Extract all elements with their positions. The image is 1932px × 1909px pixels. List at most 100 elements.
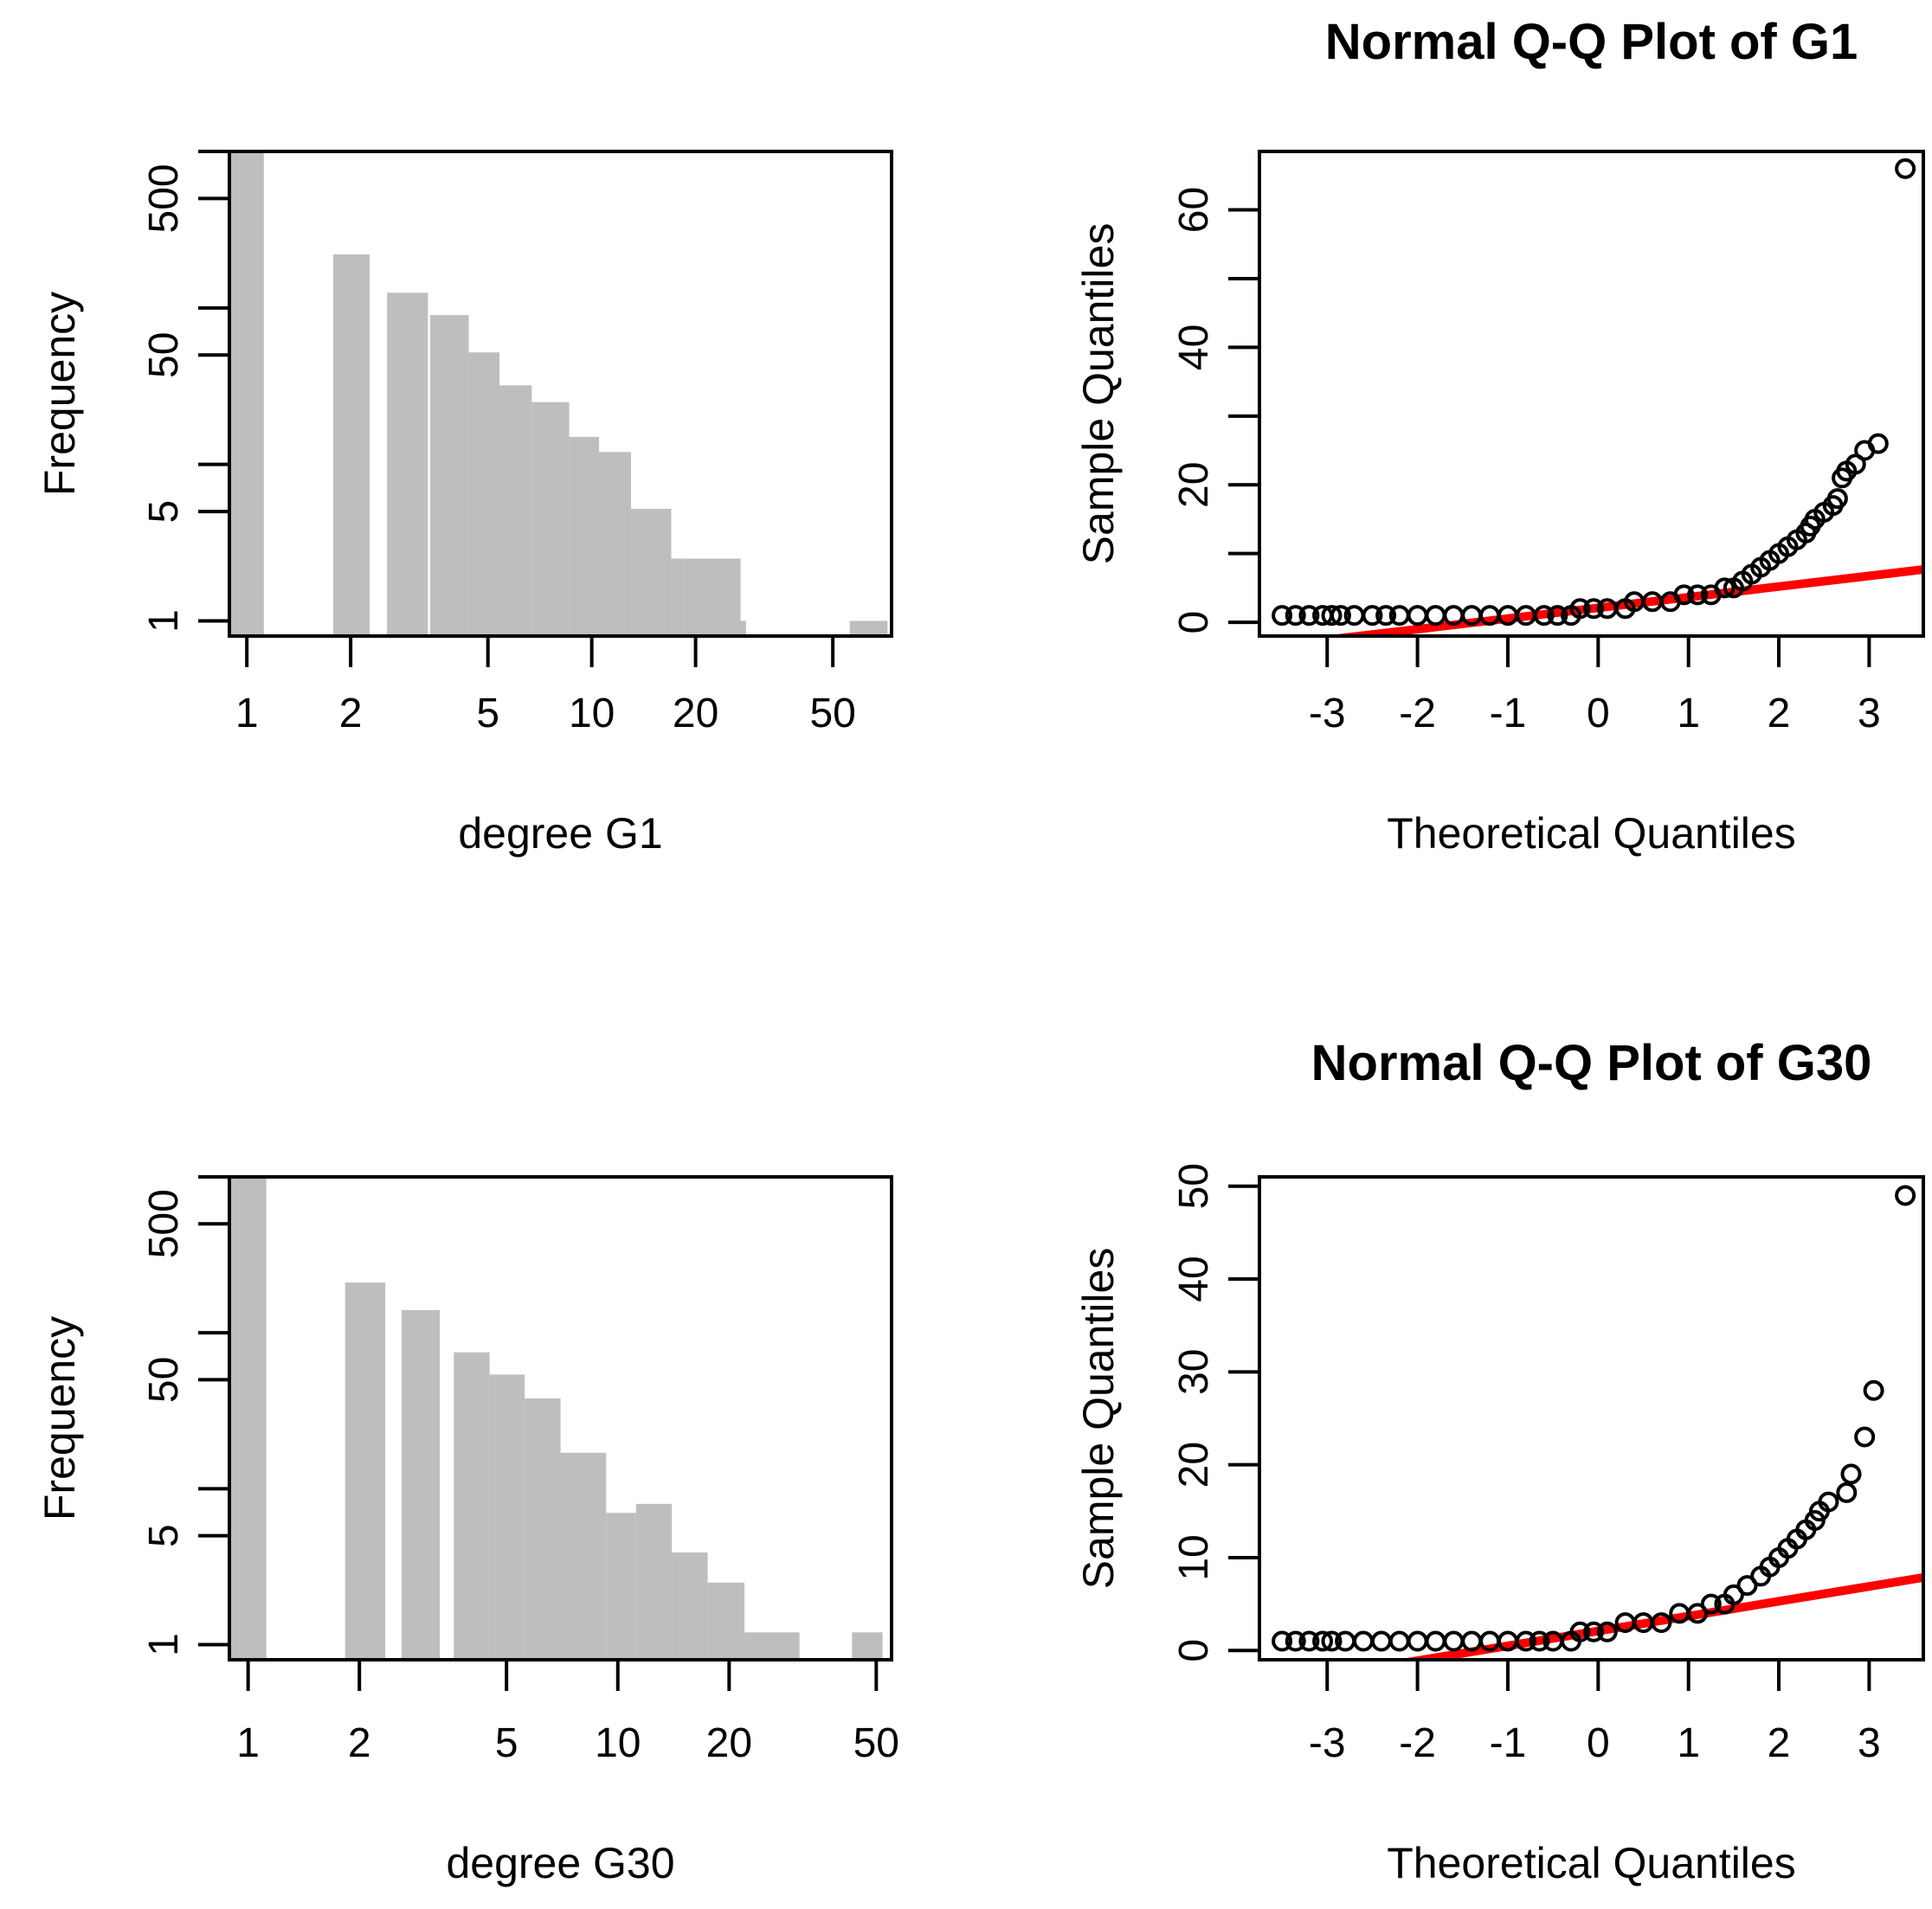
plot-area xyxy=(229,1177,883,1660)
qq-point xyxy=(1425,1630,1446,1652)
y-tick-label: 20 xyxy=(1171,1442,1217,1488)
qq-point xyxy=(1569,1621,1591,1642)
histogram-bar xyxy=(849,620,888,636)
qq-point xyxy=(1569,598,1591,620)
histogram-bar xyxy=(671,558,685,636)
qq-point xyxy=(1723,1584,1744,1605)
x-tick-label: -3 xyxy=(1309,691,1346,736)
x-tick-label: -3 xyxy=(1309,1720,1346,1766)
histogram-bar xyxy=(387,292,428,636)
qq-point xyxy=(1272,605,1293,627)
x-tick-label: 3 xyxy=(1858,691,1881,736)
qq-point xyxy=(1895,157,1916,179)
qq-point xyxy=(1321,1630,1343,1652)
qq-point xyxy=(1736,1575,1758,1597)
y-tick-label: 0 xyxy=(1171,611,1217,634)
x-tick-label: 0 xyxy=(1587,691,1610,736)
qq-point xyxy=(1547,605,1568,627)
y-tick-label: 20 xyxy=(1171,462,1217,508)
y-tick-label: 1 xyxy=(141,1633,187,1656)
x-tick-label: 2 xyxy=(339,691,363,736)
y-tick-label: 5 xyxy=(141,1524,187,1547)
plot-area xyxy=(229,151,888,636)
x-tick-label: -1 xyxy=(1490,691,1527,736)
qq-point xyxy=(1312,1630,1334,1652)
qq-point xyxy=(1515,1630,1536,1652)
qq-point xyxy=(1583,1621,1605,1642)
histogram-bar xyxy=(707,1582,745,1660)
plot-area xyxy=(1272,157,1923,636)
y-tick-label: 5 xyxy=(141,500,187,524)
qq-point xyxy=(1836,1482,1858,1503)
qq-point xyxy=(1362,605,1383,627)
x-tick-label: 3 xyxy=(1858,1720,1881,1766)
x-tick-label: 1 xyxy=(1677,1720,1700,1766)
qq-point xyxy=(1298,1630,1320,1652)
histogram-bar xyxy=(345,1282,386,1660)
y-tick-label: 50 xyxy=(141,332,187,378)
qq-point xyxy=(1854,1426,1876,1448)
y-tick-label: 10 xyxy=(1171,1534,1217,1580)
y-tick-label: 1 xyxy=(141,609,187,633)
qq-point xyxy=(1840,1463,1862,1485)
x-tick-label: 1 xyxy=(1677,691,1700,736)
histogram-bar xyxy=(631,509,672,636)
qq-point xyxy=(1353,1630,1375,1652)
qq-reference-line xyxy=(1396,1572,1923,1660)
histogram-bar xyxy=(489,1374,525,1660)
x-axis-title: degree G30 xyxy=(446,1839,674,1887)
qq-point xyxy=(1826,488,1848,510)
x-tick-label: 2 xyxy=(1768,691,1791,736)
qq-point xyxy=(1407,605,1428,627)
qq-point xyxy=(1687,584,1709,606)
x-tick-label: 50 xyxy=(853,1720,899,1766)
qq-point xyxy=(1687,1603,1709,1624)
y-tick-label: 500 xyxy=(141,1189,187,1258)
histogram-bar xyxy=(569,436,600,636)
plot-frame xyxy=(228,1175,893,1662)
chart-panel-3: 1 2 5 10 20 50 1 5 50 500 degree G30 Frequency xyxy=(35,1175,899,1887)
y-tick-label: 50 xyxy=(141,1357,187,1403)
histogram-bar xyxy=(429,315,469,636)
x-axis-title: Theoretical Quantiles xyxy=(1387,1839,1795,1887)
y-tick-label: 50 xyxy=(1171,1163,1217,1209)
histogram-bar xyxy=(852,1632,883,1660)
histogram-bar xyxy=(531,402,570,636)
x-axis-title: degree G1 xyxy=(458,809,662,858)
y-tick-label: 60 xyxy=(1171,187,1217,233)
qq-point xyxy=(1596,1621,1618,1642)
histogram-bar xyxy=(525,1398,561,1660)
qq-point xyxy=(1714,577,1736,599)
x-tick-label: 0 xyxy=(1587,1720,1610,1766)
plot-frame xyxy=(228,150,893,638)
qq-point xyxy=(1651,1612,1672,1634)
histogram-bar xyxy=(684,558,741,636)
y-tick-label: 500 xyxy=(141,164,187,233)
y-axis-title: Frequency xyxy=(35,1316,84,1520)
histogram-bar xyxy=(744,1632,800,1660)
y-tick-label: 40 xyxy=(1171,325,1217,370)
qq-point xyxy=(1443,1630,1465,1652)
qq-point xyxy=(1370,1630,1392,1652)
histogram-bar xyxy=(672,1552,708,1660)
x-tick-label: 1 xyxy=(236,1720,260,1766)
y-tick-label: 0 xyxy=(1171,1639,1217,1662)
qq-point xyxy=(1533,605,1555,627)
qq-point xyxy=(1298,605,1320,627)
qq-point xyxy=(1818,1491,1839,1513)
histogram-bar xyxy=(454,1352,490,1660)
chart-panel-1: 1 2 5 10 20 50 1 5 50 500 degree G1 Frequency xyxy=(35,150,893,858)
qq-point xyxy=(1285,605,1306,627)
qq-point xyxy=(1272,1630,1293,1652)
qq-point xyxy=(1388,1630,1410,1652)
histogram-bar xyxy=(468,352,500,636)
x-tick-label: 50 xyxy=(809,691,855,736)
qq-point xyxy=(1583,598,1605,620)
qq-point xyxy=(1529,1630,1550,1652)
qq-point xyxy=(1407,1630,1428,1652)
plot-title: Normal Q-Q Plot of G30 xyxy=(1311,1035,1872,1091)
qq-point xyxy=(1330,605,1351,627)
qq-point xyxy=(1863,1379,1884,1401)
